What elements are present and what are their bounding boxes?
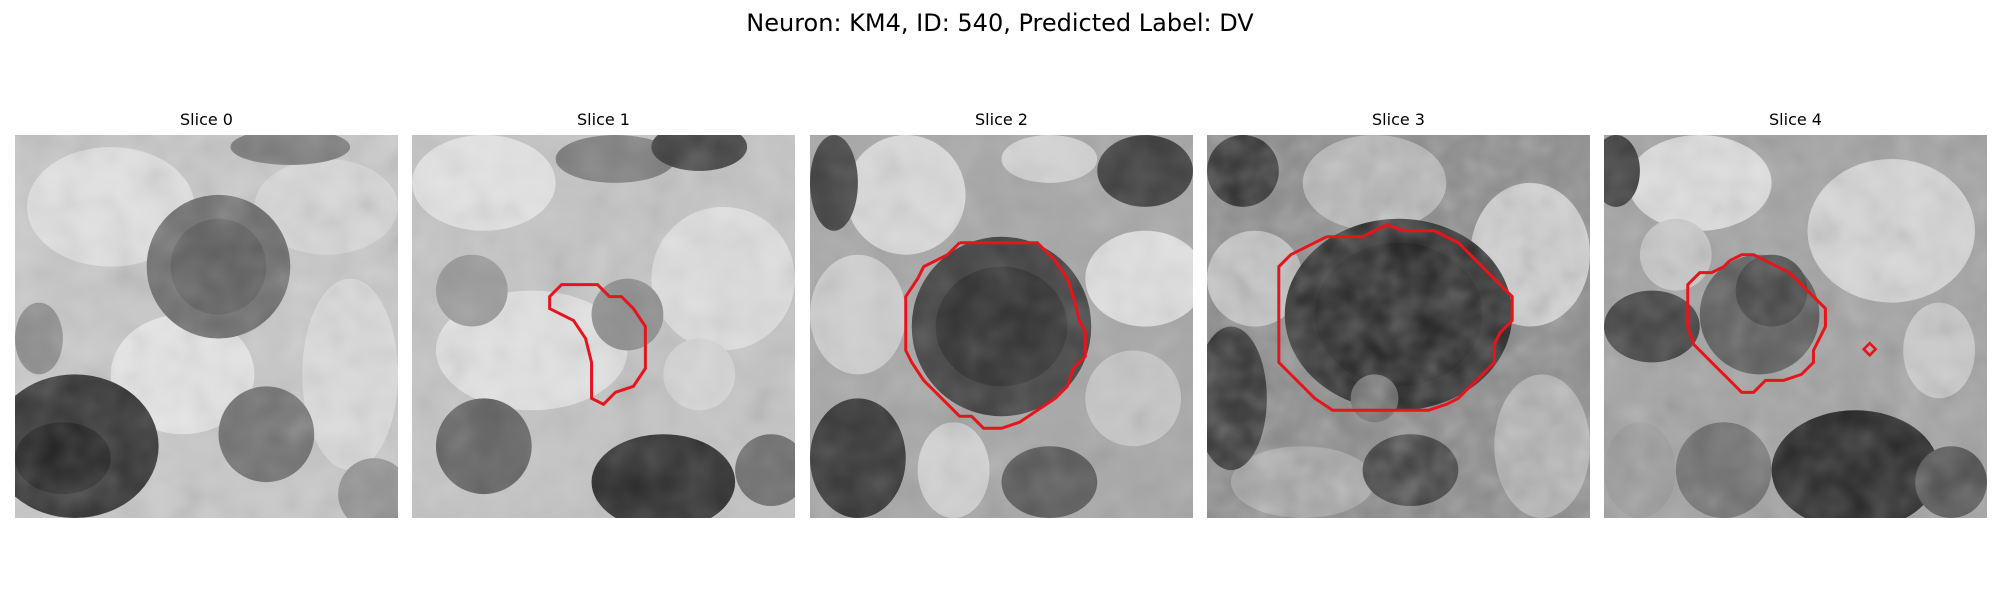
panel-title-slice-3: Slice 3 bbox=[1372, 110, 1425, 129]
slice-1-grayscale-image bbox=[412, 135, 795, 518]
slice-4-small-contour bbox=[1861, 341, 1878, 358]
slice-3-segmentation-contour bbox=[1277, 223, 1514, 412]
slice-2-segmentation-contour bbox=[904, 241, 1087, 430]
slice-2-image-panel bbox=[810, 135, 1193, 518]
slice-0-grayscale-image bbox=[15, 135, 398, 518]
slice-1-image-panel bbox=[412, 135, 795, 518]
slice-1-segmentation-contour bbox=[548, 283, 647, 407]
panel-title-slice-4: Slice 4 bbox=[1769, 110, 1822, 129]
slice-4-segmentation-contour bbox=[1686, 253, 1827, 394]
slice-4-image-panel bbox=[1604, 135, 1987, 518]
slice-0-image-panel bbox=[15, 135, 398, 518]
slice-2-grayscale-image bbox=[810, 135, 1193, 518]
panel-title-slice-1: Slice 1 bbox=[577, 110, 630, 129]
figure-title: Neuron: KM4, ID: 540, Predicted Label: D… bbox=[746, 9, 1254, 37]
slice-3-grayscale-image bbox=[1207, 135, 1590, 518]
slice-4-grayscale-image bbox=[1604, 135, 1987, 518]
slice-3-image-panel bbox=[1207, 135, 1590, 518]
panel-title-slice-0: Slice 0 bbox=[180, 110, 233, 129]
panel-title-slice-2: Slice 2 bbox=[975, 110, 1028, 129]
